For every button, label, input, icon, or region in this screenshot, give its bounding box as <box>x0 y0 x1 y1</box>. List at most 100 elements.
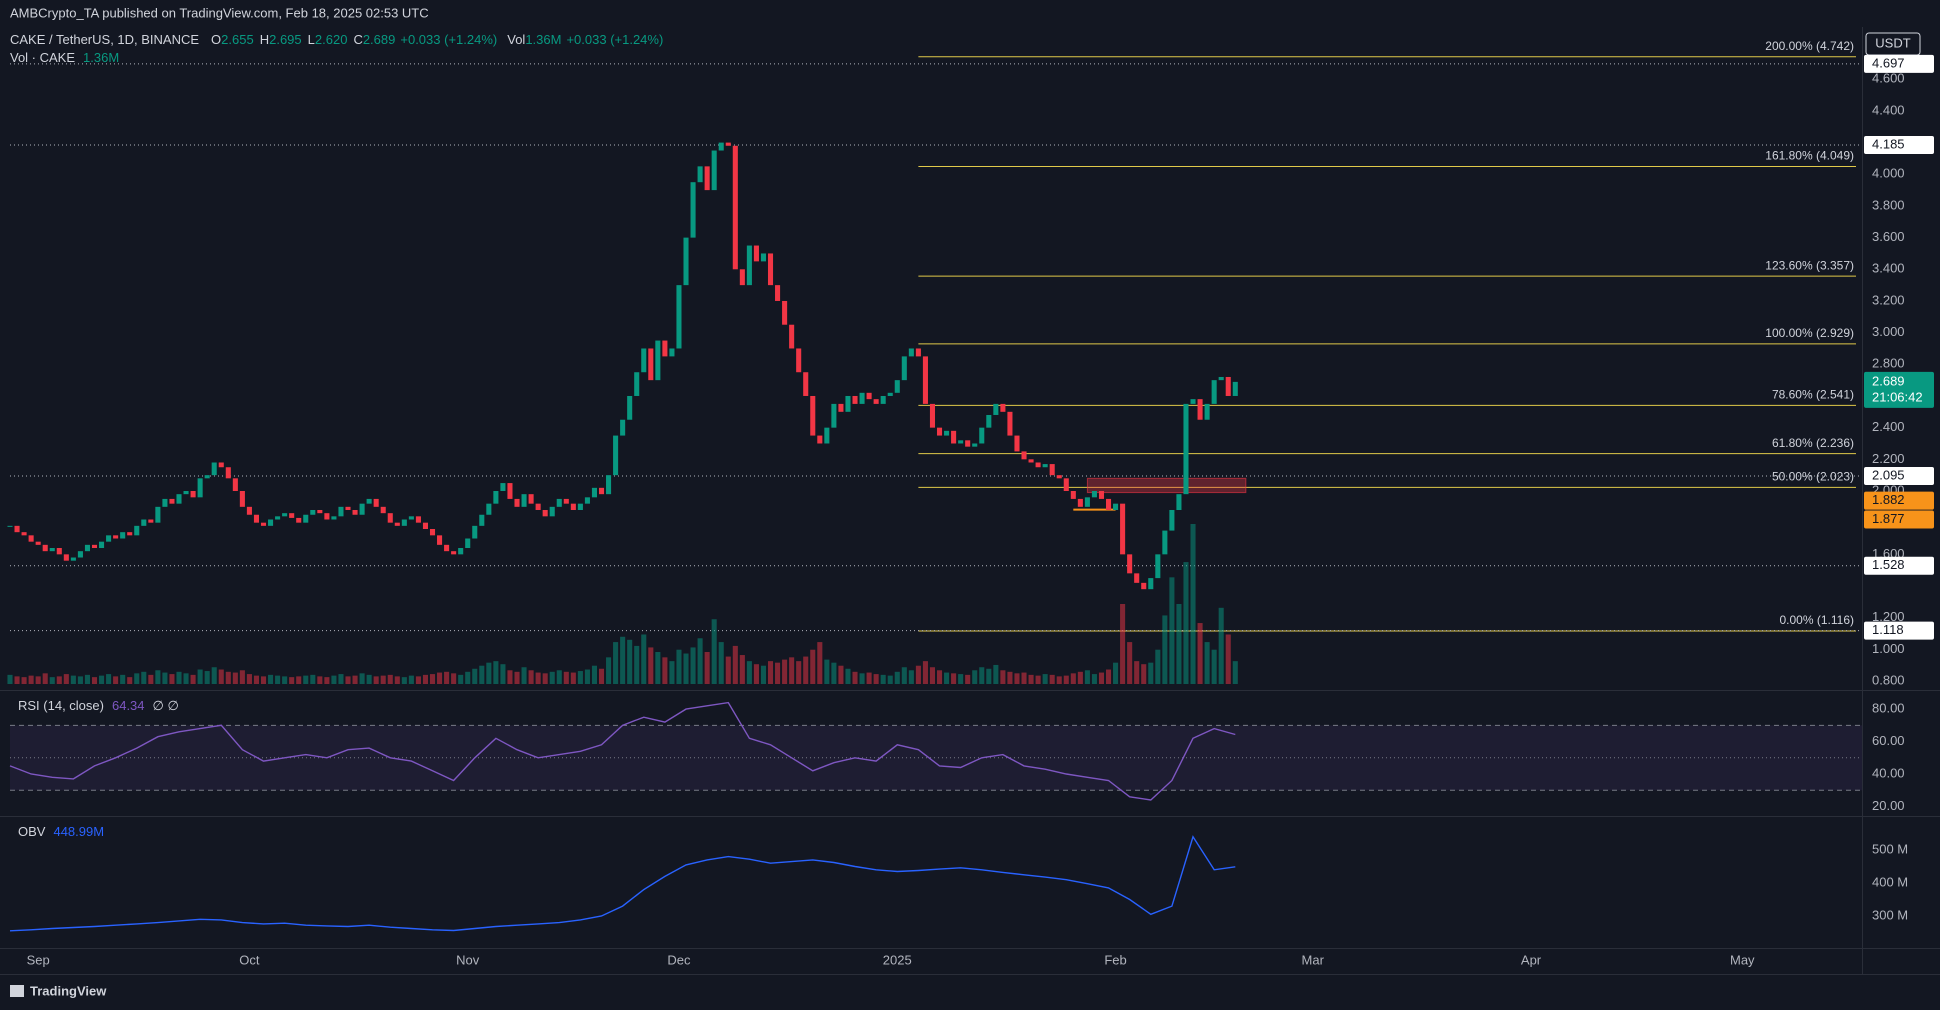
volume-bar <box>338 674 344 684</box>
volume-bar <box>1035 675 1041 684</box>
candle-body <box>1134 573 1140 583</box>
candle-body <box>936 427 943 436</box>
y-tick-label: 2.200 <box>1872 451 1905 466</box>
candle-body <box>35 541 41 545</box>
candle-body <box>1035 462 1041 468</box>
x-tick-label: Mar <box>1302 952 1325 967</box>
candle-body <box>782 300 788 325</box>
candle-body <box>56 548 62 555</box>
candle-body <box>282 513 288 517</box>
volume-bar <box>225 671 231 684</box>
candle-body <box>507 483 513 499</box>
volume-bar <box>1028 674 1034 684</box>
volume-bar <box>796 661 802 684</box>
candle-body <box>141 519 147 526</box>
volume-bar <box>803 656 809 684</box>
alert-badge: 1.882 <box>1872 492 1905 507</box>
candle-body <box>1070 490 1076 499</box>
volume-bar <box>620 636 626 684</box>
volume-bar <box>113 676 119 684</box>
candle-body <box>352 510 358 515</box>
fib-label: 61.80% (2.236) <box>1772 436 1854 450</box>
candle-body <box>528 494 534 504</box>
candle-body <box>1098 490 1105 499</box>
volume-bar <box>282 676 288 684</box>
volume-bar <box>725 656 731 684</box>
candle-body <box>268 519 274 526</box>
volume-bar <box>880 674 886 684</box>
candle-body <box>880 395 886 404</box>
candle-body <box>584 497 590 504</box>
volume-bar <box>817 642 823 684</box>
volume-bar <box>275 675 281 684</box>
volume-bar <box>993 664 999 684</box>
volume-bar <box>641 634 647 684</box>
volume-bar <box>1169 577 1175 684</box>
fib-label: 200.00% (4.742) <box>1765 39 1854 53</box>
volume-bar <box>1077 671 1083 684</box>
candle-body <box>711 150 717 191</box>
candle-body <box>253 514 259 523</box>
symbol: CAKE / TetherUS, 1D, BINANCE <box>10 32 199 47</box>
candle-body <box>451 551 457 555</box>
volume-bar <box>176 671 182 684</box>
candle-body <box>549 506 555 517</box>
publisher: AMBCrypto_TA published on TradingView.co… <box>10 5 429 20</box>
candle-body <box>289 513 295 518</box>
volume-bar <box>1148 662 1154 684</box>
candle-body <box>1162 530 1168 555</box>
candle-body <box>542 510 548 517</box>
volume-bar <box>1105 669 1112 684</box>
candle-body <box>401 519 407 526</box>
volume-bar <box>127 677 133 684</box>
volume-bar <box>373 676 379 684</box>
x-tick-label: Sep <box>27 952 50 967</box>
level-badge: 2.095 <box>1872 467 1905 482</box>
candle-body <box>345 506 351 511</box>
volume-bar <box>655 652 661 684</box>
fib-label: 161.80% (4.049) <box>1765 149 1854 163</box>
y-tick-label: 4.000 <box>1872 166 1905 181</box>
ohlc-key: H <box>260 32 269 47</box>
volume-bar <box>120 674 126 684</box>
candle-body <box>49 548 55 552</box>
volume-bar <box>894 671 900 684</box>
volume-bar <box>197 669 203 684</box>
candle-body <box>500 483 506 491</box>
volume-bar <box>239 670 245 684</box>
volume-bar <box>345 676 351 684</box>
candle-body <box>113 535 119 539</box>
indicator-value: 448.99M <box>53 824 104 839</box>
y-tick-label: 40.00 <box>1872 765 1905 780</box>
alert-badge-bg <box>1864 491 1934 510</box>
candle-body <box>148 519 154 523</box>
candle-body <box>965 440 971 447</box>
fib-label: 50.00% (2.023) <box>1772 470 1854 484</box>
candle-body <box>493 490 499 504</box>
candle-body <box>620 419 626 436</box>
candle-body <box>627 395 633 420</box>
candle-body <box>1232 381 1238 396</box>
candle-body <box>859 392 865 404</box>
candle-body <box>275 516 281 520</box>
candle-body <box>479 514 485 526</box>
volume-bar <box>753 664 759 684</box>
volume-bar <box>352 675 358 684</box>
volume-bar <box>591 665 598 684</box>
candle-body <box>444 544 450 552</box>
y-tick-label: 3.600 <box>1872 229 1905 244</box>
candle-body <box>697 166 703 183</box>
vol-key: Vol <box>507 32 525 47</box>
volume-label: Vol · CAKE <box>10 50 75 65</box>
brand: TradingView <box>30 983 107 998</box>
x-tick-label: Nov <box>456 952 480 967</box>
candle-body <box>887 392 893 396</box>
y-tick-label: 2.400 <box>1872 419 1905 434</box>
volume-bar <box>268 674 274 684</box>
volume-bar <box>21 677 27 684</box>
indicator-value: 64.34 <box>112 698 145 713</box>
volume-bar <box>1232 661 1238 684</box>
y-tick-label: 500 M <box>1872 841 1908 856</box>
y-tick-label: 20.00 <box>1872 798 1905 813</box>
